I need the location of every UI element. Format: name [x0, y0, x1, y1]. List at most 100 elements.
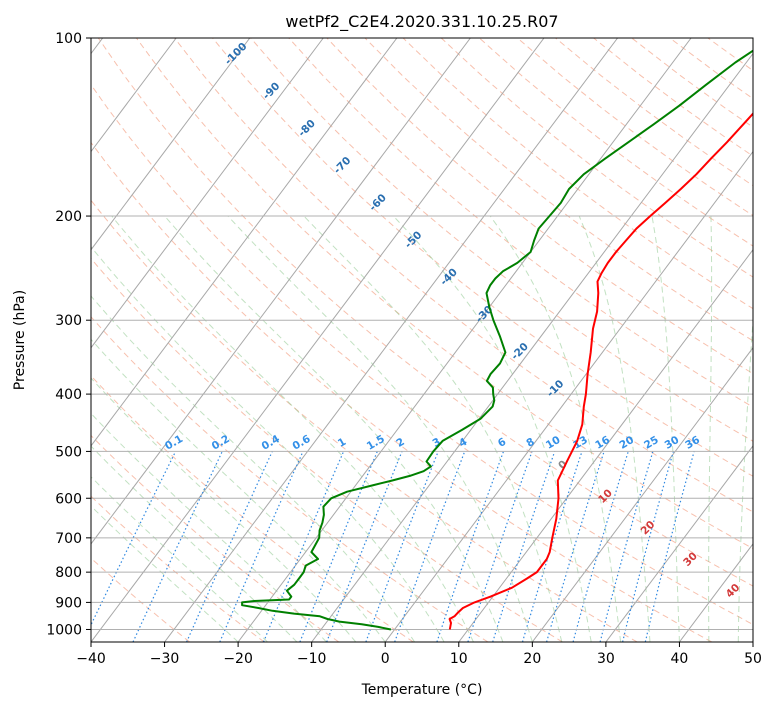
dry-adiabat-line: [212, 38, 753, 477]
isotherm-line: [164, 38, 618, 642]
mixing-ratio-line: [299, 451, 378, 642]
moist-adiabat-line: [91, 412, 327, 642]
dry-adiabat-line: [402, 38, 753, 310]
x-tick-label: 20: [523, 651, 541, 667]
dry-adiabat-line: [631, 38, 753, 128]
isotherm-line: [91, 38, 398, 447]
mixing-ratio-line: [219, 451, 304, 642]
dry-adiabat-line: [250, 38, 753, 442]
y-tick-label: 300: [55, 313, 82, 329]
x-tick-label: 40: [671, 651, 689, 667]
x-tick-label: 10: [450, 651, 468, 667]
dry-adiabat-line: [174, 38, 753, 513]
mixing-ratio-line: [365, 451, 439, 642]
moist-adiabat-line: [91, 377, 357, 642]
isotherm-label: -10: [545, 378, 567, 400]
mixing-ratio-line: [546, 451, 605, 642]
mixing-ratio-line: [91, 451, 177, 627]
x-tick-label: −40: [76, 651, 106, 667]
mixing-ratio-line: [644, 451, 695, 642]
mixing-ratio-label: 6: [496, 436, 508, 450]
dry-adiabat-line: [91, 199, 638, 642]
x-tick-label: −20: [223, 651, 253, 667]
dry-adiabat-line: [555, 38, 753, 187]
moist-adiabat-line: [91, 245, 445, 642]
mixing-ratio-label: 0.1: [163, 433, 185, 453]
moist-adiabat-line: [227, 215, 533, 642]
mixing-ratio-line: [521, 451, 583, 642]
mixing-ratio-label: 0.4: [260, 433, 282, 453]
y-tick-label: 100: [55, 31, 82, 47]
mixing-ratio-label: 1.5: [365, 433, 387, 453]
isotherm-line: [91, 38, 545, 642]
moist-adiabat-line: [578, 215, 651, 642]
pressure-gridlines: [91, 38, 753, 630]
y-tick-label: 200: [55, 209, 82, 225]
isotherm-label: -70: [332, 155, 354, 177]
mixing-ratio-line: [186, 451, 273, 642]
x-tick-label: 50: [744, 651, 762, 667]
moist-adiabat-line: [393, 215, 592, 642]
y-tick-label: 1000: [46, 622, 82, 638]
moist-adiabat-line: [91, 338, 386, 642]
mixing-ratio-line: [326, 451, 403, 642]
moist-adiabat-line: [651, 215, 680, 642]
y-tick-label: 700: [55, 531, 82, 547]
mixing-ratio-label: 2: [394, 436, 406, 450]
mixing-ratio-label: 25: [642, 434, 661, 452]
moist-adiabat-line: [91, 476, 268, 642]
mixing-ratio-label: 0.2: [210, 433, 232, 453]
moist-adiabat-line: [164, 215, 504, 642]
mixing-ratio-label: 30: [663, 434, 682, 452]
moist-adiabat-line: [489, 215, 622, 642]
moist-adiabat-line: [91, 445, 298, 642]
dry-adiabat-line: [91, 375, 414, 642]
plot-frame: [90, 37, 754, 643]
mixing-ratio-labels: 0.1 0.2 0.4 0.6 1 1.5 2 3 4 6 8 10 13 16 20 25 30 36: [163, 433, 702, 453]
x-tick-label: 30: [597, 651, 615, 667]
y-tick-label: 800: [55, 565, 82, 581]
isotherm-label: -50: [403, 229, 425, 251]
dry-adiabat-line: [91, 557, 191, 642]
x-axis-label: Temperature (°C): [361, 682, 483, 698]
mixing-ratio-label: 10: [544, 434, 563, 452]
dry-adiabat-line: [707, 38, 753, 72]
moist-adiabat-line: [111, 215, 474, 642]
moist-adiabat-label: 20: [639, 519, 658, 538]
mixing-ratio-line: [262, 451, 345, 642]
isotherm-line: [679, 543, 753, 642]
mixing-ratio-label: 1: [336, 436, 348, 450]
x-tick-label: −30: [150, 651, 180, 667]
mixing-ratio-line: [394, 451, 466, 642]
mixing-ratio-line: [622, 451, 674, 642]
mixing-ratio-line: [572, 451, 629, 642]
y-axis: 100 200 300 400 500 600 700 800 900 1000: [46, 31, 91, 638]
isotherm-line: [237, 38, 692, 642]
moist-adiabat-line: [737, 312, 753, 642]
dry-adiabat-line: [478, 38, 753, 247]
moist-adiabat-line: [91, 295, 416, 642]
isotherm-label: -80: [296, 117, 318, 139]
chart-title: wetPf2_C2E4.2020.331.10.25.R07: [285, 12, 558, 32]
dry-adiabat-line: [326, 38, 753, 375]
mixing-ratio-line: [436, 451, 505, 642]
isotherm-label: -60: [367, 192, 389, 214]
isotherm-line: [531, 346, 753, 642]
moist-adiabat-line: [708, 215, 713, 642]
y-axis-label: Pressure (hPa): [12, 290, 28, 390]
isotherm-line: [752, 641, 753, 642]
mixing-ratio-line: [467, 451, 533, 642]
mixing-ratio-line: [599, 451, 654, 642]
isotherm-line: [605, 445, 753, 642]
y-tick-label: 600: [55, 491, 82, 507]
mixing-ratio-line: [492, 451, 556, 642]
isotherm-line: [458, 248, 753, 642]
dry-adiabat-line: [91, 257, 563, 642]
dry-adiabat-line: [288, 38, 753, 408]
isotherm-line: [91, 38, 324, 349]
x-tick-label: 0: [381, 651, 390, 667]
mixing-ratio-label: 16: [593, 434, 612, 452]
